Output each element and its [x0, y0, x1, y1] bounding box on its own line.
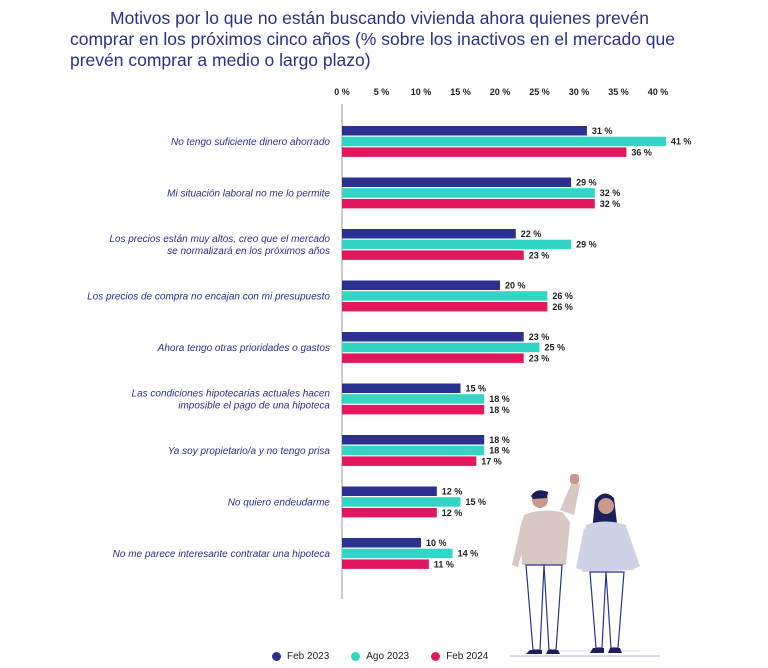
bar [342, 177, 572, 187]
bar [342, 126, 587, 136]
bar [342, 538, 421, 548]
x-tick-label: 25 % [529, 87, 550, 97]
data-label: 26 % [552, 302, 573, 312]
data-label: 17 % [481, 456, 502, 466]
bar [342, 353, 524, 363]
bar [342, 229, 516, 239]
data-label: 29 % [576, 240, 597, 250]
data-label: 23 % [529, 250, 550, 260]
bar [342, 507, 437, 518]
bar [342, 198, 595, 209]
data-label: 25 % [545, 343, 566, 353]
bar [342, 301, 548, 312]
category-label: Ya soy propietario/a y no tengo prisa [168, 446, 331, 457]
bar [342, 332, 524, 342]
category-label: Los precios de compra no encajan con mi … [87, 291, 330, 302]
people-illustration-icon [510, 474, 660, 657]
category-label: Los precios están muy altos, creo que el… [109, 234, 330, 245]
category-label: No quiero endeudarme [228, 497, 331, 508]
data-label: 18 % [489, 394, 510, 404]
data-label: 18 % [489, 405, 510, 415]
data-label: 18 % [489, 446, 510, 456]
data-label: 31 % [592, 126, 613, 136]
legend-item: Feb 2023 [272, 651, 329, 662]
data-label: 14 % [458, 549, 479, 559]
bar [342, 394, 485, 404]
bar [342, 239, 572, 250]
bar [342, 456, 477, 466]
data-label: 29 % [576, 178, 597, 188]
bar [342, 497, 461, 507]
data-label: 12 % [442, 487, 463, 497]
legend-dot-icon [351, 651, 361, 661]
bar [342, 486, 437, 496]
data-label: 15 % [466, 497, 487, 507]
bar [342, 147, 627, 157]
bar [342, 548, 453, 559]
legend-dot-icon [272, 651, 281, 661]
category-label: No tengo suficiente dinero ahorrado [171, 137, 330, 148]
legend-label: Ago 2023 [366, 650, 410, 662]
chart-title: Motivos por lo que no están buscando viv… [70, 8, 676, 70]
data-label: 18 % [489, 435, 510, 445]
bars: 31 %41 %36 %29 %32 %32 %22 %29 %23 %20 %… [342, 126, 691, 569]
data-label: 10 % [426, 538, 447, 548]
legend-dot-icon [431, 651, 441, 661]
x-tick-label: 15 % [450, 87, 471, 97]
category-label: se normalizará en los próximos años [167, 246, 330, 257]
x-tick-label: 10 % [411, 87, 432, 97]
x-tick-label: 0 % [334, 87, 350, 97]
data-label: 15 % [466, 384, 487, 394]
data-label: 32 % [600, 199, 621, 209]
data-label: 32 % [600, 188, 621, 198]
data-label: 26 % [552, 291, 573, 301]
data-label: 11 % [434, 559, 454, 569]
bar [342, 445, 485, 456]
bar [342, 136, 666, 147]
category-label: Las condiciones hipotecarias actuales ha… [132, 388, 331, 399]
bar [342, 280, 500, 290]
category-label: Mi situación laboral no me lo permite [167, 188, 330, 199]
legend-item: Ago 2023 [351, 651, 409, 662]
category-labels: No tengo suficiente dinero ahorrado Mi si… [87, 137, 330, 560]
x-tick-label: 5 % [374, 87, 390, 97]
bar [342, 383, 461, 393]
x-tick-label: 30 % [569, 87, 590, 97]
data-label: 12 % [442, 508, 463, 518]
legend-item: Feb 2024 [431, 651, 488, 662]
category-label: No me parece interesante contratar una h… [113, 549, 331, 560]
bar [342, 291, 548, 301]
x-axis-ticks: 0 % 5 % 10 % 15 % 20 % 25 % 30 % 35 % 40 % [334, 87, 668, 97]
bar [342, 404, 485, 415]
category-label: imposible el pago de una hipoteca [178, 400, 330, 411]
data-label: 41 % [671, 137, 692, 147]
data-label: 36 % [631, 147, 652, 157]
data-label: 23 % [529, 332, 550, 342]
data-label: 20 % [505, 281, 526, 291]
x-tick-label: 20 % [490, 87, 511, 97]
data-label: 23 % [529, 353, 550, 363]
bar [342, 188, 595, 198]
x-tick-label: 35 % [608, 87, 629, 97]
legend-label: Feb 2024 [446, 650, 489, 662]
bar [342, 559, 429, 569]
bar [342, 435, 485, 445]
category-label: Ahora tengo otras prioridades o gastos [157, 343, 330, 354]
x-tick-label: 40 % [648, 87, 669, 97]
data-label: 22 % [521, 229, 542, 239]
legend-label: Feb 2023 [287, 650, 330, 662]
bar [342, 250, 524, 260]
legend: Feb 2023 Ago 2023 Feb 2024 [272, 648, 510, 664]
bar [342, 342, 540, 353]
